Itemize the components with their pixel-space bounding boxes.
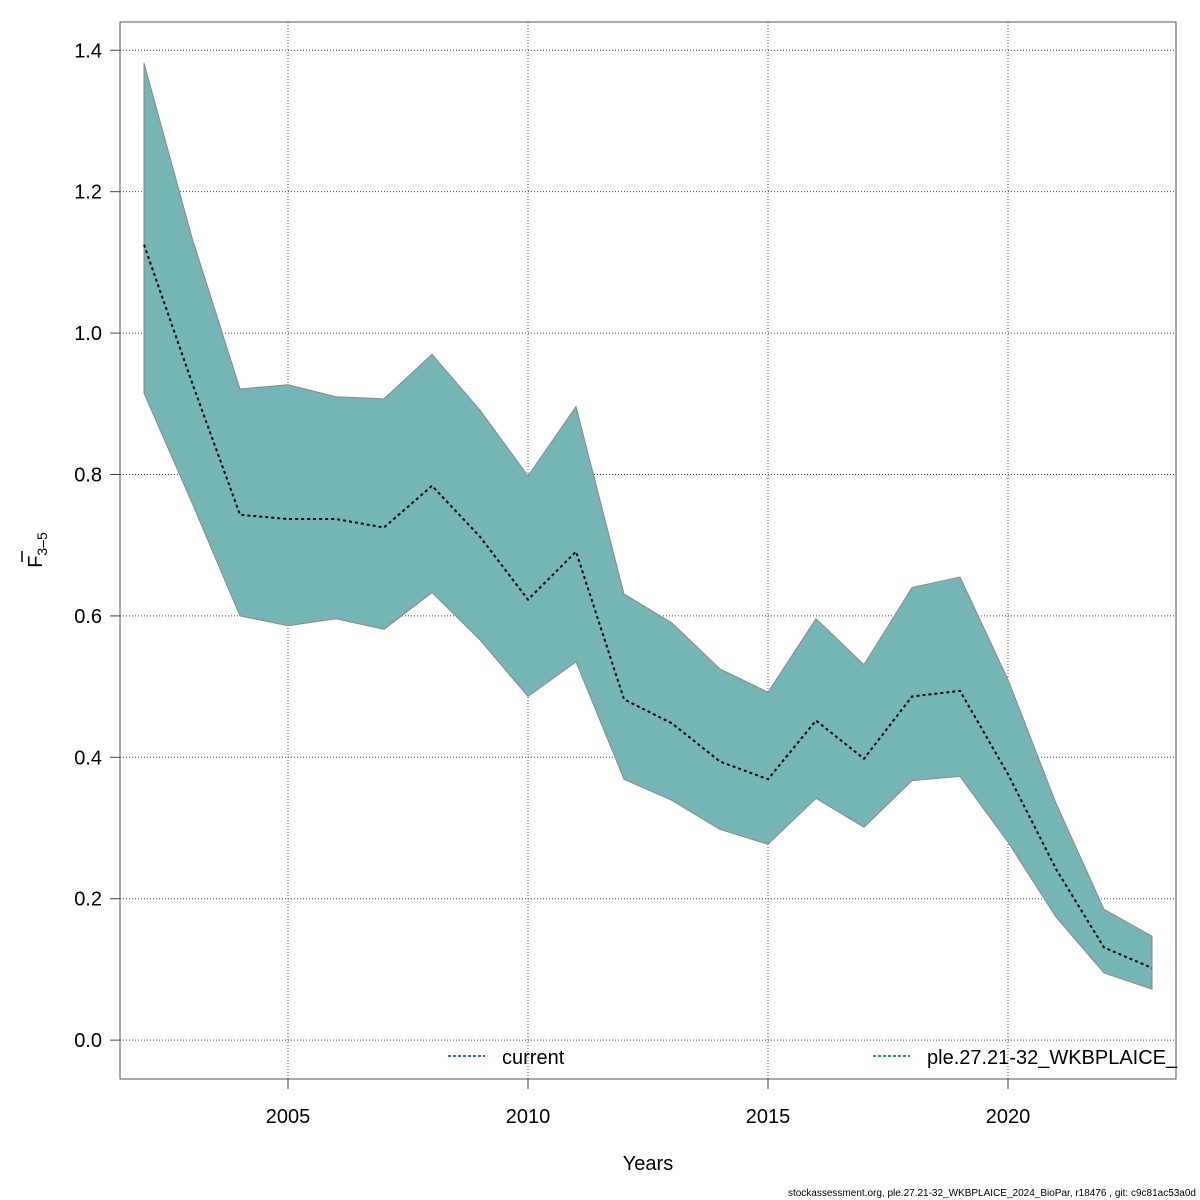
- x-tick-label: 2005: [266, 1106, 311, 1128]
- legend: current ple.27.21-32_WKBPLAICE_: [448, 1047, 1178, 1069]
- y-tick-label: 0.4: [74, 747, 102, 769]
- confidence-band: [143, 62, 1153, 990]
- x-axis: 2005 2010 2015 2020: [266, 1079, 1031, 1128]
- y-tick-label: 0.2: [74, 889, 102, 911]
- y-axis-label: F3–5: [21, 532, 50, 568]
- y-tick-label: 0.8: [74, 464, 102, 486]
- y-tick-label: 1.4: [74, 40, 102, 62]
- footer-text: stockassessment.org, ple.27.21-32_WKBPLA…: [788, 1188, 1196, 1199]
- x-axis-label: Years: [623, 1153, 673, 1175]
- y-tick-label: 0.6: [74, 606, 102, 628]
- x-tick-label: 2020: [986, 1106, 1031, 1128]
- x-tick-label: 2015: [746, 1106, 791, 1128]
- y-axis-label-sub: 3–5: [34, 532, 50, 556]
- y-tick-label: 0.0: [74, 1030, 102, 1052]
- y-tick-label: 1.2: [74, 182, 102, 204]
- plot-frame: [119, 21, 1177, 1080]
- legend-label-current: current: [502, 1047, 565, 1069]
- y-axis: 0.0 0.2 0.4 0.6 0.8 1.0 1.2 1.4: [74, 40, 120, 1052]
- estimate-line: [143, 244, 1153, 969]
- svg-text:F3–5: F3–5: [25, 532, 50, 568]
- legend-label-run: ple.27.21-32_WKBPLAICE_: [927, 1047, 1178, 1069]
- y-axis-label-main: F: [25, 556, 47, 568]
- y-tick-label: 1.0: [74, 323, 102, 345]
- x-tick-label: 2010: [506, 1106, 551, 1128]
